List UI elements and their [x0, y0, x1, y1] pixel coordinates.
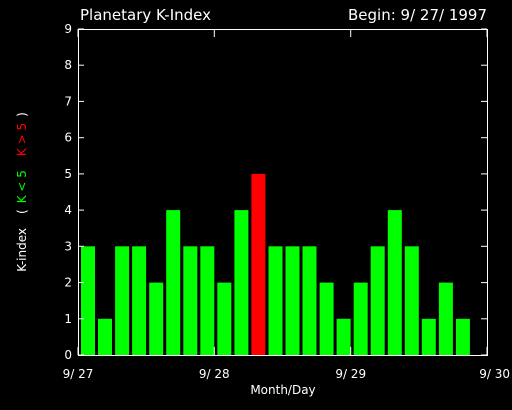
kindex-bar — [268, 246, 283, 355]
kindex-bar — [404, 246, 419, 355]
y-tick-label: 7 — [64, 94, 72, 108]
y-tick-label: 5 — [64, 167, 72, 181]
x-tick-label: 9/ 28 — [199, 367, 230, 381]
kindex-bar — [319, 282, 334, 355]
kindex-bar — [217, 282, 232, 355]
y-axis-label-high: K > 5 — [15, 123, 29, 156]
kindex-bar — [353, 282, 368, 355]
y-tick-label: 2 — [64, 276, 72, 290]
y-axis-label-low: K < 5 — [15, 170, 29, 203]
kindex-bar — [438, 282, 453, 355]
kindex-bar — [387, 210, 402, 355]
y-tick-label: 6 — [64, 131, 72, 145]
bars-group — [81, 173, 470, 355]
chart-title: Planetary K-Index — [80, 6, 211, 24]
kindex-bar — [132, 246, 147, 355]
kindex-bar — [336, 318, 351, 355]
kindex-bar — [166, 210, 181, 355]
y-axis-label: K-index ( K < 5 K > 5) — [15, 112, 29, 272]
y-tick-label: 9 — [64, 22, 72, 36]
y-tick-label: 0 — [64, 348, 72, 362]
y-tick-label: 4 — [64, 203, 72, 217]
x-axis-label: Month/Day — [250, 383, 315, 397]
kindex-bar — [302, 246, 317, 355]
kindex-bar — [285, 246, 300, 355]
y-axis-label-close-paren: ) — [15, 112, 29, 117]
x-tick-label: 9/ 29 — [335, 367, 366, 381]
kindex-bar — [115, 246, 130, 355]
x-tick-label: 9/ 27 — [63, 367, 94, 381]
plot-frame — [78, 29, 488, 356]
x-ticks-group: 9/ 27 9/ 28 9/ 29 9/ 30 — [63, 29, 510, 381]
y-tick-label: 1 — [64, 312, 72, 326]
kindex-bar — [421, 318, 436, 355]
chart-subtitle: Begin: 9/ 27/ 1997 — [348, 6, 487, 24]
kindex-bar — [98, 318, 112, 355]
kindex-bar — [234, 210, 249, 355]
kindex-bar — [81, 246, 95, 355]
y-axis-label-prefix: K-index — [15, 228, 29, 272]
kindex-bar — [149, 282, 164, 355]
kindex-bar — [200, 246, 215, 355]
kindex-bar — [183, 246, 198, 355]
kindex-bar — [251, 173, 266, 355]
kindex-bar — [455, 318, 470, 355]
y-tick-label: 3 — [64, 239, 72, 253]
y-axis-label-open-paren: ( — [15, 209, 29, 214]
y-ticks-group: 0 1 2 3 4 5 6 7 8 9 — [64, 22, 487, 362]
x-tick-label: 9/ 30 — [479, 367, 510, 381]
y-tick-label: 8 — [64, 58, 72, 72]
kindex-bar — [370, 246, 385, 355]
